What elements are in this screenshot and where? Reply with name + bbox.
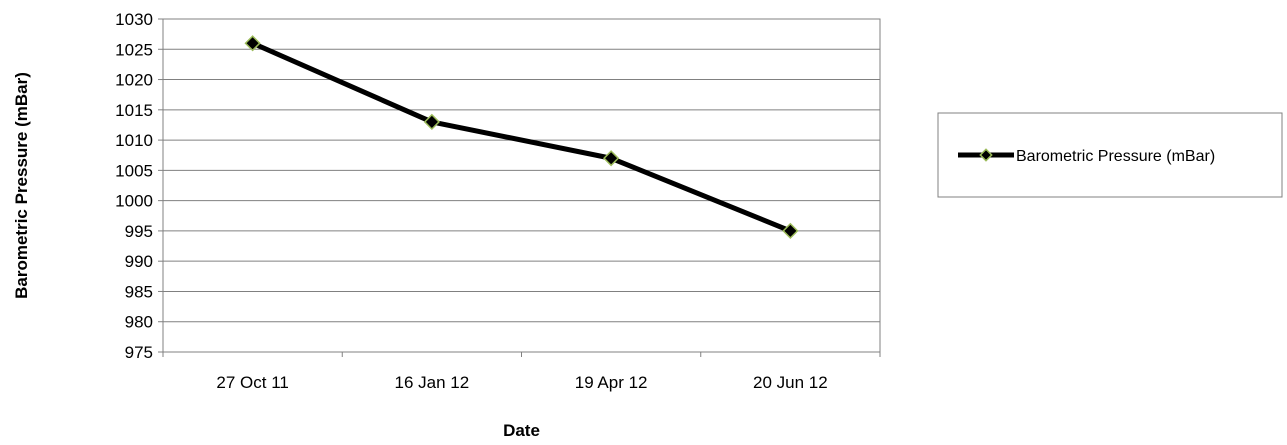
y-tick-label: 985 (125, 282, 153, 301)
data-point-marker (782, 222, 799, 240)
y-tick-label: 980 (125, 313, 153, 332)
x-axis-label: Date (503, 421, 540, 440)
data-point-marker (244, 35, 261, 52)
y-tick-label: 990 (125, 252, 153, 271)
data-point-marker (423, 113, 441, 131)
data-point-marker (602, 150, 620, 167)
y-axis-label: Barometric Pressure (mBar) (12, 72, 31, 299)
x-axis: 27 Oct 11 16 Jan 12 19 Apr 12 20 Jun 12 (162, 352, 881, 392)
y-tick-label: 1030 (115, 10, 153, 29)
plot-area (162, 18, 881, 353)
y-tick-label: 1005 (115, 161, 153, 180)
x-tick-label: 27 Oct 11 (216, 373, 288, 392)
y-tick-label: 995 (125, 222, 153, 241)
x-tick-label: 20 Jun 12 (753, 373, 828, 392)
y-tick-label: 1015 (115, 101, 153, 120)
x-tick-label: 19 Apr 12 (575, 373, 648, 392)
legend-entry: Barometric Pressure (mBar) (1016, 148, 1215, 165)
y-tick-label: 1020 (115, 71, 153, 90)
legend-marker-swatch (979, 148, 993, 162)
x-tick-label: 16 Jan 12 (395, 373, 470, 392)
series-line (251, 40, 792, 234)
y-tick-label: 1000 (115, 192, 153, 211)
series-barometric-pressure (244, 35, 799, 240)
y-axis: 975 980 985 990 995 1000 1005 1010 1015 1020 1025 1… (115, 10, 163, 362)
y-tick-label: 975 (125, 343, 153, 362)
y-tick-label: 1025 (115, 40, 153, 59)
gridlines (163, 18, 880, 353)
y-tick-label: 1010 (115, 131, 153, 150)
legend: Barometric Pressure (mBar) (937, 112, 1283, 198)
